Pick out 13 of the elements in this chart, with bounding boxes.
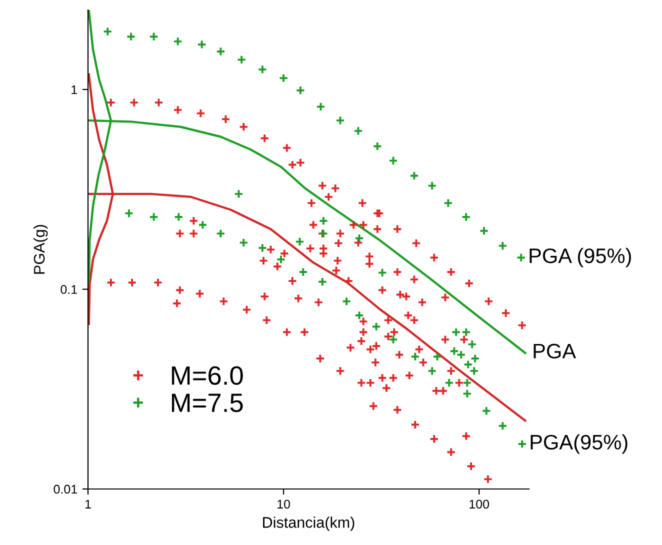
x-axis-title: Distancia(km) <box>263 516 354 531</box>
x-tick-label: 100 <box>470 500 490 509</box>
annotation: PGA(95%) <box>530 434 628 454</box>
x-tick-label: 1 <box>85 500 91 508</box>
annotation: PGA (95%) <box>530 248 631 268</box>
x-tick-label: 10 <box>278 500 290 509</box>
y-axis-title: PGA(g) <box>33 224 48 274</box>
y-tick-label: 0.1 <box>60 285 77 294</box>
annotation: PGA <box>534 344 576 359</box>
y-tick-label: 1 <box>72 85 77 94</box>
y-tick-label: 0.01 <box>54 484 77 494</box>
legend-label: M=6.0 <box>172 366 243 385</box>
legend-label: M=7.5 <box>172 394 243 412</box>
